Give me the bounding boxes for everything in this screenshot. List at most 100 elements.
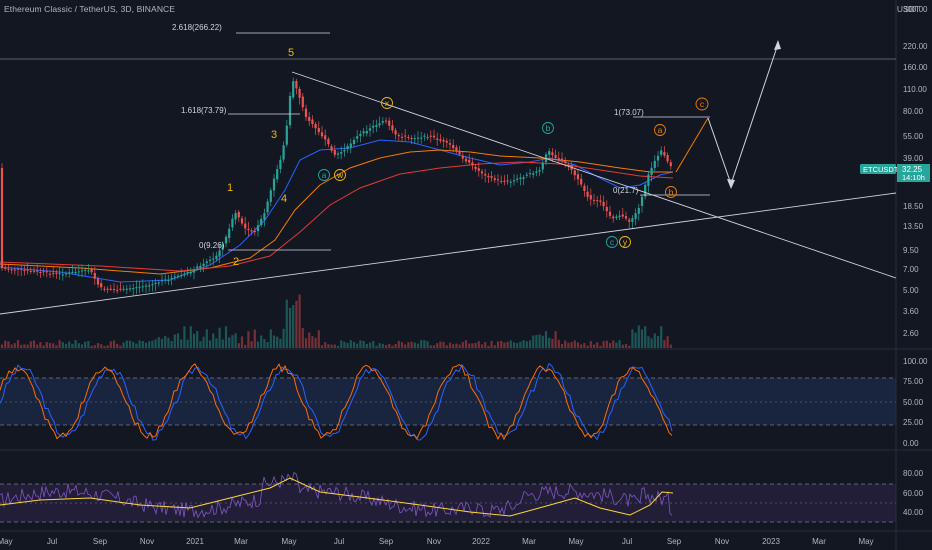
fib-label-1-recent: 1(73.07): [614, 108, 644, 117]
candle-body: [96, 278, 100, 285]
candle-body: [16, 268, 20, 270]
candle-body: [509, 181, 512, 183]
wave-c-teal-label: c: [610, 237, 615, 247]
volume-bar: [410, 341, 413, 348]
candle-body: [148, 285, 151, 287]
candle-body: [128, 288, 132, 290]
candle-body: [455, 147, 458, 151]
candle-body: [157, 282, 160, 284]
candle-body: [634, 213, 637, 219]
volume-bar: [525, 341, 528, 348]
candle-body: [212, 258, 215, 260]
fib-levels[interactable]: 2.618(266.22) 1.618(73.79) 0(9.26) 1(73.…: [172, 23, 710, 251]
volume-bar: [394, 344, 397, 348]
candle-body: [352, 139, 356, 144]
price-axis-label: 160.00: [903, 63, 928, 72]
volume-bar: [231, 335, 234, 348]
volume-bar: [39, 342, 42, 348]
candle-body: [272, 178, 276, 191]
stoch-axis[interactable]: 100.00 75.00 50.00 25.00 0.00: [903, 357, 928, 448]
rsi-axis-label: 40.00: [903, 508, 924, 517]
candle-body: [119, 288, 122, 290]
candle-body: [506, 180, 509, 182]
projection-path[interactable]: [675, 40, 781, 189]
fib-label-0-recent: 0(21.7): [613, 186, 639, 195]
volume-bar: [64, 343, 68, 348]
volume-bar: [493, 345, 496, 348]
volume-bar: [282, 328, 285, 348]
volume-bar: [474, 342, 477, 348]
candle-body: [615, 216, 618, 218]
volume-bar: [535, 334, 538, 348]
candle-body: [429, 135, 432, 137]
candle-body: [250, 230, 253, 232]
volume-bar: [634, 332, 637, 348]
time-axis[interactable]: May Jul Sep Nov 2021 Mar May Jul Sep Nov 2022 Mar Ma…: [0, 537, 874, 546]
candle-body: [13, 269, 16, 271]
volume-bar: [148, 341, 151, 348]
volume-bar: [176, 333, 180, 348]
volume-bar: [317, 330, 320, 348]
wave-labels: 5 3 1 4 2: [227, 47, 294, 268]
candle-body: [80, 270, 84, 272]
stoch-axis-label: 25.00: [903, 418, 924, 427]
candle-body: [368, 128, 372, 131]
volume-bar: [381, 343, 384, 348]
volume-bar: [298, 294, 301, 348]
descending-trendline[interactable]: [291, 71, 897, 279]
volume-bar: [180, 339, 183, 348]
volume-bar: [164, 336, 167, 348]
trend-lines[interactable]: [0, 71, 897, 315]
candle-body: [605, 206, 608, 212]
volume-bar: [663, 340, 666, 348]
candle-body: [100, 283, 103, 288]
volume-bar: [413, 342, 416, 348]
volume-bar: [32, 340, 36, 348]
candle-body: [647, 174, 650, 186]
ma-line: [0, 161, 674, 272]
volume-bar: [196, 331, 199, 348]
candle-body: [407, 136, 410, 138]
volume-bar: [16, 340, 20, 348]
candle-body: [452, 145, 455, 149]
candle-body: [554, 154, 557, 158]
candle-body: [311, 119, 314, 124]
candle-body: [522, 177, 525, 179]
candle-body: [176, 275, 180, 277]
time-axis-label: Nov: [427, 537, 441, 546]
volume-bar: [224, 326, 228, 348]
volume-bar: [503, 342, 506, 348]
volume-bar: [356, 343, 359, 348]
candle-body: [36, 270, 39, 272]
candle-body: [237, 211, 240, 218]
candle-body: [663, 152, 666, 156]
volume-bar: [132, 341, 135, 348]
time-axis-label: Nov: [715, 537, 729, 546]
candle-body: [26, 269, 29, 271]
candle-body: [279, 159, 282, 169]
volume-bar: [189, 326, 192, 348]
volume-bar: [436, 343, 439, 348]
volume-bar: [506, 341, 509, 348]
stoch-axis-label: 0.00: [903, 439, 919, 448]
volume-bar: [397, 340, 400, 348]
rsi-axis[interactable]: 80.00 60.00 40.00: [903, 469, 924, 517]
volume-bar: [167, 337, 170, 348]
volume-bar: [362, 341, 365, 348]
volume-bar: [208, 340, 212, 348]
candle-body: [132, 288, 135, 290]
candle-body: [324, 135, 327, 140]
candle-body: [32, 270, 36, 272]
candle-body: [106, 288, 109, 290]
time-axis-label: 2022: [472, 537, 490, 546]
volume-bar: [624, 343, 628, 348]
candle-body: [276, 169, 279, 180]
volume-bar: [349, 340, 352, 348]
candle-body: [340, 152, 343, 154]
volume-bar: [650, 338, 653, 348]
volume-bar: [368, 342, 372, 348]
ascending-trendline[interactable]: [0, 192, 897, 315]
candle-body: [624, 216, 628, 219]
volume-bar: [141, 341, 144, 348]
